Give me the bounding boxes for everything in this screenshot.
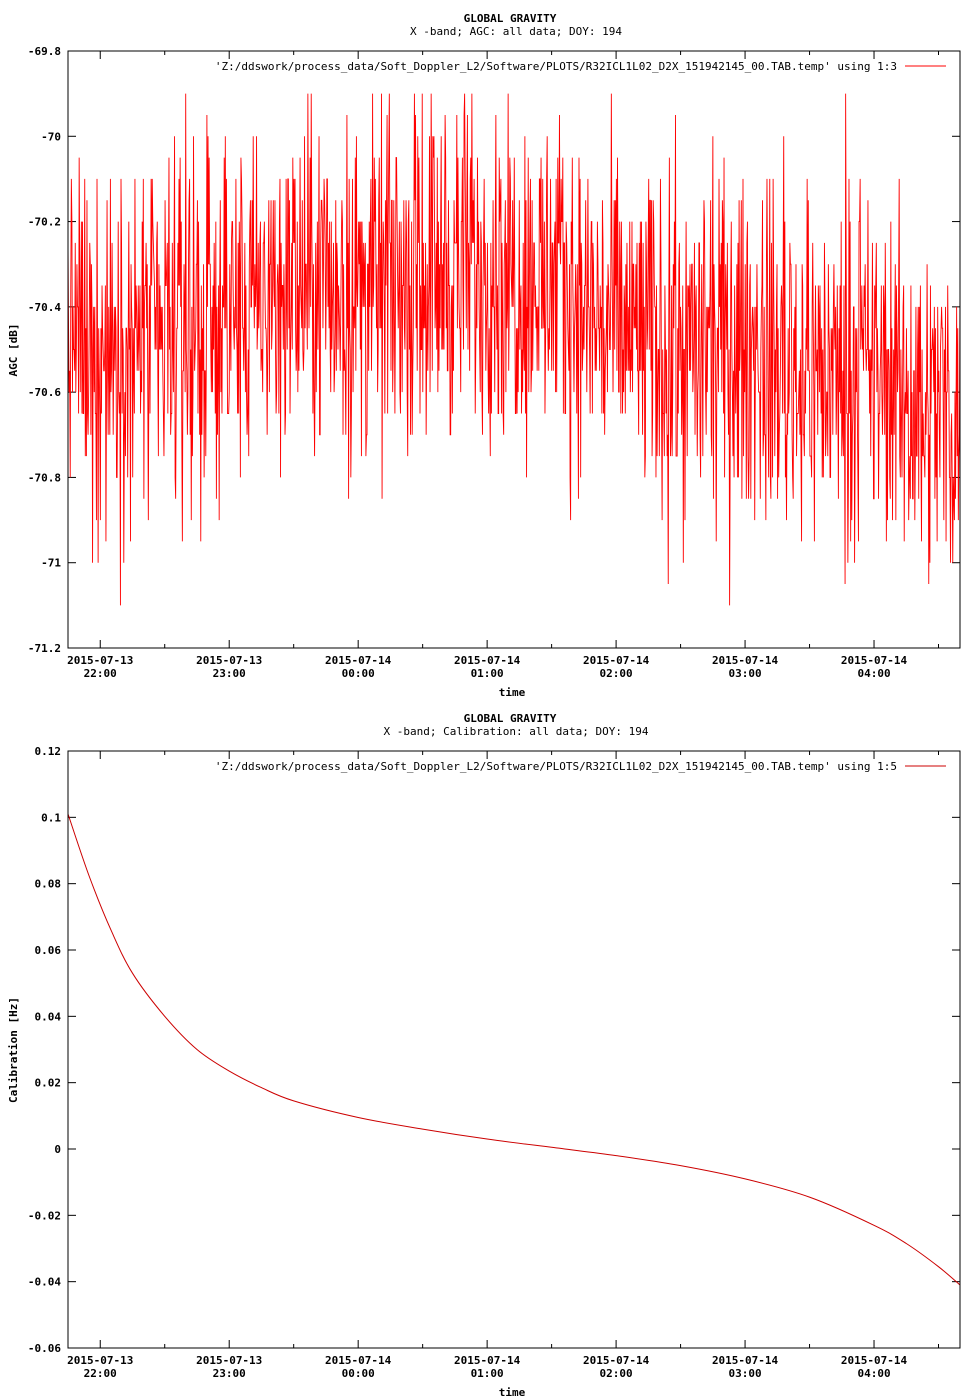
y-tick-label: 0.08 <box>35 878 62 891</box>
ticks-layer: 0.12 0.1 0.08 0.06 0.04 0.02 0 -0.02 -0.04 -0.06 2… <box>28 745 960 1380</box>
x-tick-label-date: 2015-07-13 <box>67 1354 133 1367</box>
y-tick-label: -69.8 <box>28 45 61 58</box>
y-tick-label: -70.4 <box>28 301 61 314</box>
x-tick-label-date: 2015-07-14 <box>583 654 650 667</box>
legend: 'Z:/ddswork/process_data/Soft_Doppler_L2… <box>215 60 946 73</box>
x-tick-label-time: 04:00 <box>857 667 890 680</box>
chart-subtitle: X -band; AGC: all data; DOY: 194 <box>410 25 622 38</box>
y-tick-label: -70 <box>41 130 61 143</box>
x-tick-label-date: 2015-07-14 <box>325 654 392 667</box>
x-axis-label: time <box>499 686 526 699</box>
legend-label: 'Z:/ddswork/process_data/Soft_Doppler_L2… <box>215 760 897 773</box>
y-tick-label: -70.8 <box>28 471 61 484</box>
y-tick-label: 0.04 <box>35 1010 62 1023</box>
y-tick-label: 0.02 <box>35 1077 62 1090</box>
y-tick-label: 0.1 <box>41 811 61 824</box>
x-tick-label-date: 2015-07-13 <box>196 654 262 667</box>
plot-frame <box>67 750 961 1349</box>
x-tick-label-date: 2015-07-14 <box>454 654 521 667</box>
calibration-chart: GLOBAL GRAVITY X -band; Calibration: all… <box>7 712 961 1399</box>
x-tick-label-time: 01:00 <box>471 667 504 680</box>
x-tick-label-time: 00:00 <box>342 667 375 680</box>
x-tick-label-time: 03:00 <box>728 667 761 680</box>
x-tick-label-time: 00:00 <box>342 1367 375 1380</box>
y-tick-label: -0.06 <box>28 1342 61 1355</box>
x-tick-label-time: 22:00 <box>84 667 117 680</box>
x-tick-label-date: 2015-07-14 <box>712 654 779 667</box>
y-tick-label: -71 <box>41 557 61 570</box>
y-tick-label: 0.12 <box>35 745 62 758</box>
y-axis-label: Calibration [Hz] <box>7 997 20 1103</box>
agc-series-line <box>67 93 961 606</box>
agc-chart: GLOBAL GRAVITY X -band; AGC: all data; D… <box>7 12 961 699</box>
x-tick-label-time: 22:00 <box>84 1367 117 1380</box>
x-tick-label-date: 2015-07-14 <box>583 1354 650 1367</box>
x-tick-label-time: 01:00 <box>471 1367 504 1380</box>
plot-area <box>67 93 961 606</box>
legend: 'Z:/ddswork/process_data/Soft_Doppler_L2… <box>215 760 946 773</box>
chart-title: GLOBAL GRAVITY <box>464 712 557 725</box>
x-tick-label-date: 2015-07-14 <box>325 1354 392 1367</box>
y-axis-label: AGC [dB] <box>7 324 20 377</box>
y-tick-label: -70.6 <box>28 386 61 399</box>
x-tick-label-time: 23:00 <box>213 1367 246 1380</box>
y-tick-label: -70.2 <box>28 216 61 229</box>
x-tick-label-time: 02:00 <box>600 1367 633 1380</box>
plot-frame <box>67 50 961 649</box>
y-tick-label: -71.2 <box>28 642 61 655</box>
x-tick-label-time: 23:00 <box>213 667 246 680</box>
x-tick-label-date: 2015-07-14 <box>841 654 908 667</box>
chart-subtitle: X -band; Calibration: all data; DOY: 194 <box>384 725 649 738</box>
legend-label: 'Z:/ddswork/process_data/Soft_Doppler_L2… <box>215 60 897 73</box>
ticks-layer: -69.8 -70 -70.2 -70.4 -70.6 -70.8 -71 -71.2 2015… <box>28 45 960 680</box>
chart-title: GLOBAL GRAVITY <box>464 12 557 25</box>
x-axis-label: time <box>499 1386 526 1399</box>
x-tick-label-date: 2015-07-13 <box>67 654 133 667</box>
y-tick-label: -0.04 <box>28 1276 61 1289</box>
x-tick-label-date: 2015-07-14 <box>454 1354 521 1367</box>
y-tick-label: 0 <box>54 1143 61 1156</box>
x-tick-label-date: 2015-07-13 <box>196 1354 262 1367</box>
y-tick-label: 0.06 <box>35 944 62 957</box>
calibration-series-line <box>67 813 961 1286</box>
y-tick-label: -0.02 <box>28 1209 61 1222</box>
x-tick-label-time: 04:00 <box>857 1367 890 1380</box>
x-tick-label-time: 03:00 <box>728 1367 761 1380</box>
x-tick-label-time: 02:00 <box>600 667 633 680</box>
x-tick-label-date: 2015-07-14 <box>712 1354 779 1367</box>
plot-area <box>67 813 961 1286</box>
x-tick-label-date: 2015-07-14 <box>841 1354 908 1367</box>
